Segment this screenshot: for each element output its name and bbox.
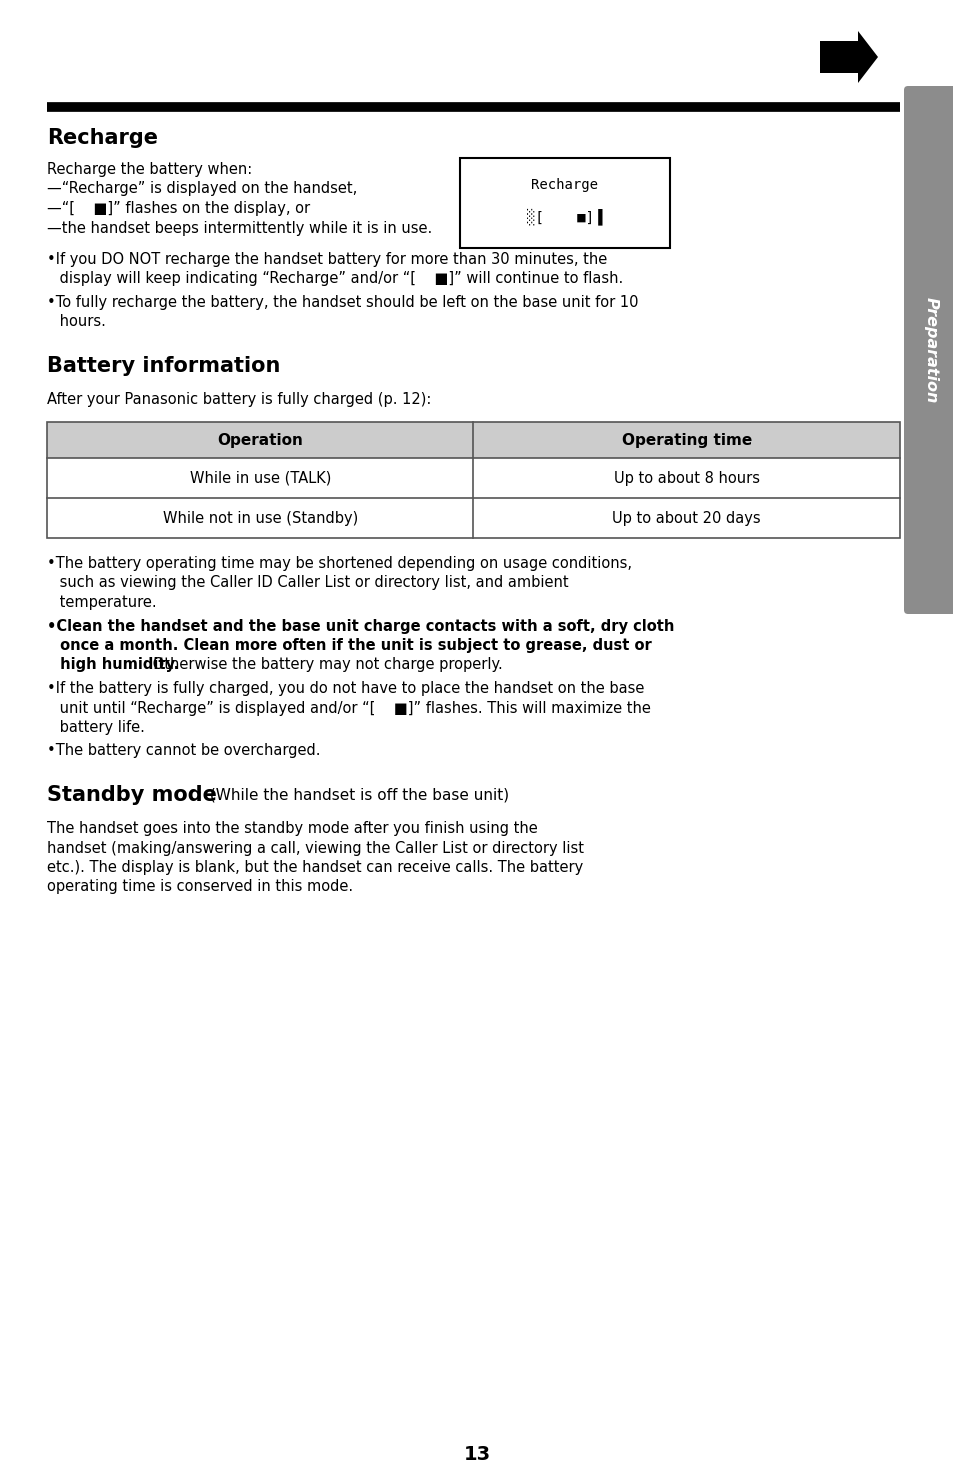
Text: Recharge: Recharge [47, 128, 158, 148]
Polygon shape [820, 31, 877, 83]
Text: Up to about 20 days: Up to about 20 days [612, 510, 760, 525]
Text: 13: 13 [463, 1446, 490, 1465]
Text: operating time is conserved in this mode.: operating time is conserved in this mode… [47, 879, 353, 894]
Text: hours.: hours. [55, 314, 106, 329]
Text: Operating time: Operating time [621, 432, 751, 447]
Text: display will keep indicating “Recharge” and/or “[    ■]” will continue to flash.: display will keep indicating “Recharge” … [55, 271, 622, 286]
Text: once a month. Clean more often if the unit is subject to grease, dust or: once a month. Clean more often if the un… [55, 639, 651, 653]
Text: unit until “Recharge” is displayed and/or “[    ■]” flashes. This will maximize : unit until “Recharge” is displayed and/o… [55, 701, 650, 715]
Text: handset (making/answering a call, viewing the Caller List or directory list: handset (making/answering a call, viewin… [47, 841, 583, 855]
Text: high humidity.: high humidity. [55, 658, 179, 673]
Text: •The battery operating time may be shortened depending on usage conditions,: •The battery operating time may be short… [47, 556, 631, 571]
Text: —“[    ■]” flashes on the display, or: —“[ ■]” flashes on the display, or [47, 201, 310, 215]
Text: battery life.: battery life. [55, 720, 145, 735]
Text: temperature.: temperature. [55, 594, 156, 611]
Text: Recharge the battery when:: Recharge the battery when: [47, 162, 252, 177]
Text: Operation: Operation [217, 432, 303, 447]
Text: •The battery cannot be overcharged.: •The battery cannot be overcharged. [47, 743, 320, 758]
Text: Otherwise the battery may not charge properly.: Otherwise the battery may not charge pro… [148, 658, 502, 673]
Text: •Clean the handset and the base unit charge contacts with a soft, dry cloth: •Clean the handset and the base unit cha… [47, 618, 674, 633]
Text: Up to about 8 hours: Up to about 8 hours [613, 471, 759, 485]
Text: Recharge: Recharge [531, 178, 598, 192]
FancyBboxPatch shape [903, 86, 953, 614]
Text: •If the battery is fully charged, you do not have to place the handset on the ba: •If the battery is fully charged, you do… [47, 681, 643, 696]
Text: Battery information: Battery information [47, 355, 280, 376]
Text: ░[    ■]▐: ░[ ■]▐ [527, 208, 602, 224]
Text: (While the handset is off the base unit): (While the handset is off the base unit) [205, 788, 509, 802]
Bar [47, 422, 899, 459]
Bar [459, 158, 669, 248]
Text: —the handset beeps intermittently while it is in use.: —the handset beeps intermittently while … [47, 220, 432, 236]
Text: such as viewing the Caller ID Caller List or directory list, and ambient: such as viewing the Caller ID Caller Lis… [55, 575, 568, 590]
Text: •To fully recharge the battery, the handset should be left on the base unit for : •To fully recharge the battery, the hand… [47, 295, 638, 310]
Text: While in use (TALK): While in use (TALK) [190, 471, 331, 485]
Text: Preparation: Preparation [923, 296, 938, 403]
Text: After your Panasonic battery is fully charged (p. 12):: After your Panasonic battery is fully ch… [47, 392, 431, 407]
Text: The handset goes into the standby mode after you finish using the: The handset goes into the standby mode a… [47, 822, 537, 836]
Text: etc.). The display is blank, but the handset can receive calls. The battery: etc.). The display is blank, but the han… [47, 860, 582, 875]
Text: Standby mode: Standby mode [47, 785, 216, 805]
Bar [47, 422, 899, 538]
Text: •If you DO NOT recharge the handset battery for more than 30 minutes, the: •If you DO NOT recharge the handset batt… [47, 252, 607, 267]
Text: While not in use (Standby): While not in use (Standby) [162, 510, 357, 525]
Text: —“Recharge” is displayed on the handset,: —“Recharge” is displayed on the handset, [47, 181, 356, 196]
